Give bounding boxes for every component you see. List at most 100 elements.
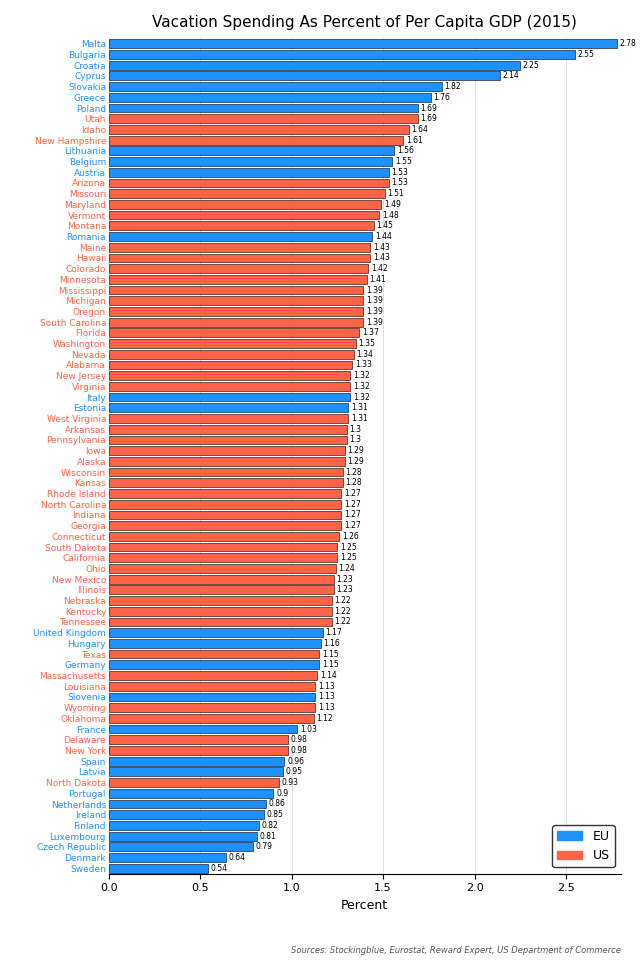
Bar <box>109 339 356 348</box>
Bar <box>109 553 337 563</box>
Text: 1.16: 1.16 <box>324 639 340 648</box>
Title: Vacation Spending As Percent of Per Capita GDP (2015): Vacation Spending As Percent of Per Capi… <box>152 15 577 31</box>
Bar <box>109 297 363 305</box>
Text: 0.95: 0.95 <box>285 767 302 777</box>
Bar <box>109 800 266 808</box>
Text: 0.98: 0.98 <box>291 735 308 744</box>
Text: 1.32: 1.32 <box>353 393 370 401</box>
Legend: EU, US: EU, US <box>552 825 614 867</box>
Bar <box>109 607 332 615</box>
Bar <box>109 328 359 337</box>
Text: 1.53: 1.53 <box>391 168 408 177</box>
Bar <box>109 564 335 573</box>
Bar <box>109 628 323 637</box>
Bar <box>109 756 284 765</box>
Bar <box>109 779 279 787</box>
Bar <box>109 650 319 659</box>
Bar <box>109 704 316 712</box>
Text: 1.43: 1.43 <box>373 253 390 262</box>
Text: 0.79: 0.79 <box>256 842 273 852</box>
Bar <box>109 457 345 466</box>
Bar <box>109 382 350 391</box>
Bar <box>109 617 332 626</box>
Text: 0.82: 0.82 <box>262 821 278 829</box>
Text: 1.15: 1.15 <box>322 650 339 659</box>
Text: 1.23: 1.23 <box>337 575 353 584</box>
Bar <box>109 210 380 220</box>
Text: 1.3: 1.3 <box>349 436 361 444</box>
Text: 1.37: 1.37 <box>362 328 379 337</box>
Bar <box>109 83 442 91</box>
Text: 1.23: 1.23 <box>337 586 353 594</box>
Text: 1.13: 1.13 <box>318 682 335 690</box>
Bar <box>109 810 264 819</box>
Bar <box>109 596 332 605</box>
Text: 0.85: 0.85 <box>267 810 284 819</box>
Text: 1.32: 1.32 <box>353 382 370 391</box>
Text: 1.33: 1.33 <box>355 361 372 370</box>
Text: 0.86: 0.86 <box>269 800 285 808</box>
Bar <box>109 511 341 519</box>
X-axis label: Percent: Percent <box>341 899 388 912</box>
Bar <box>109 425 346 434</box>
Text: 1.26: 1.26 <box>342 532 358 540</box>
Bar <box>109 436 346 444</box>
Bar <box>109 60 520 69</box>
Text: 0.64: 0.64 <box>228 853 246 862</box>
Text: Sources: Stockingblue, Eurostat, Reward Expert, US Department of Commerce: Sources: Stockingblue, Eurostat, Reward … <box>291 947 621 955</box>
Bar <box>109 725 297 733</box>
Text: 1.03: 1.03 <box>300 725 317 733</box>
Text: 1.22: 1.22 <box>335 596 351 605</box>
Text: 1.3: 1.3 <box>349 424 361 434</box>
Bar <box>109 500 341 509</box>
Bar <box>109 489 341 498</box>
Bar <box>109 264 369 273</box>
Text: 0.98: 0.98 <box>291 746 308 755</box>
Text: 1.61: 1.61 <box>406 135 422 145</box>
Bar <box>109 393 350 401</box>
Bar <box>109 275 367 284</box>
Bar <box>109 843 253 852</box>
Text: 1.43: 1.43 <box>373 243 390 252</box>
Text: 2.78: 2.78 <box>620 39 637 48</box>
Text: 1.55: 1.55 <box>395 157 412 166</box>
Text: 1.69: 1.69 <box>420 114 438 123</box>
Bar <box>109 361 352 370</box>
Bar <box>109 692 316 702</box>
Bar <box>109 349 354 359</box>
Bar <box>109 157 392 166</box>
Text: 1.32: 1.32 <box>353 372 370 380</box>
Text: 2.25: 2.25 <box>523 60 540 70</box>
Bar <box>109 114 418 123</box>
Text: 1.13: 1.13 <box>318 692 335 702</box>
Bar <box>109 189 385 198</box>
Bar <box>109 253 371 262</box>
Bar <box>109 372 350 380</box>
Text: 0.54: 0.54 <box>211 864 227 873</box>
Bar <box>109 50 575 59</box>
Bar <box>109 307 363 316</box>
Text: 1.51: 1.51 <box>388 189 404 198</box>
Bar <box>109 660 319 669</box>
Bar <box>109 735 288 744</box>
Bar <box>109 864 207 873</box>
Bar <box>109 414 348 423</box>
Bar <box>109 532 339 540</box>
Text: 1.22: 1.22 <box>335 607 351 615</box>
Text: 1.56: 1.56 <box>397 146 413 156</box>
Bar <box>109 478 343 487</box>
Text: 1.27: 1.27 <box>344 511 360 519</box>
Bar <box>109 746 288 755</box>
Text: 1.31: 1.31 <box>351 414 368 423</box>
Text: 1.39: 1.39 <box>365 307 383 316</box>
Bar <box>109 222 374 230</box>
Text: 0.93: 0.93 <box>282 779 299 787</box>
Bar <box>109 521 341 530</box>
Bar <box>109 200 381 208</box>
Bar <box>109 714 314 723</box>
Bar <box>109 243 371 252</box>
Bar <box>109 147 394 156</box>
Bar <box>109 135 403 145</box>
Bar <box>109 446 345 455</box>
Text: 1.28: 1.28 <box>346 478 362 488</box>
